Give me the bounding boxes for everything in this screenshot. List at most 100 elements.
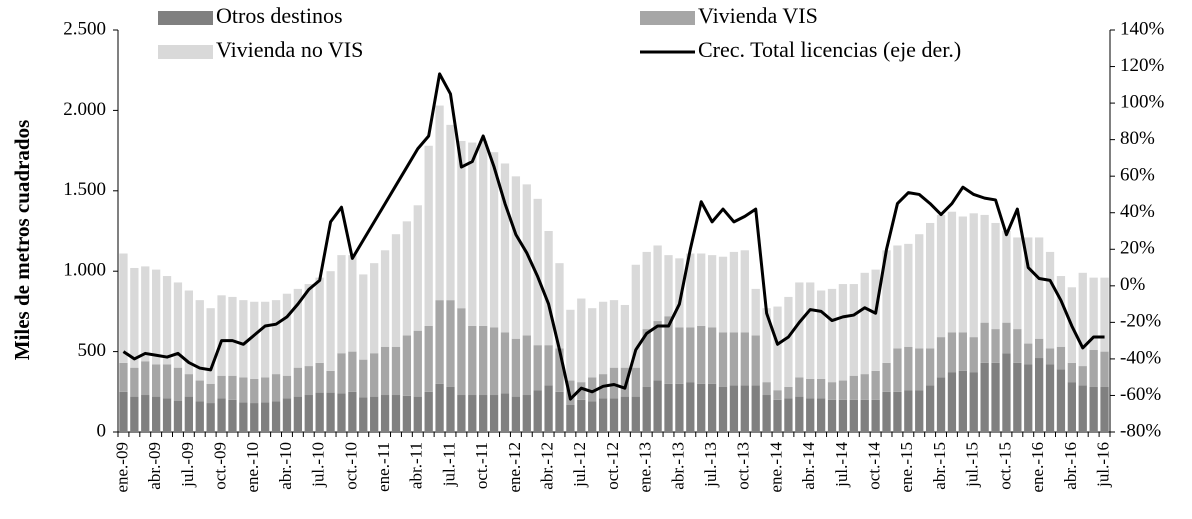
- bar-segment: [228, 375, 237, 400]
- bar-segment: [718, 386, 728, 432]
- bar-segment: [958, 216, 967, 333]
- bar-segment: [424, 145, 433, 326]
- bar-segment: [239, 300, 248, 378]
- bar-segment: [936, 214, 946, 338]
- y2-tick-label: -80%: [1120, 420, 1161, 441]
- legend-label: Crec. Total licencias (eje der.): [698, 37, 961, 62]
- bar-segment: [500, 393, 510, 432]
- bar-segment: [468, 325, 477, 396]
- bar-segment: [1013, 362, 1022, 432]
- x-tick-label: jul.-10: [309, 442, 328, 488]
- bar-segment: [707, 327, 717, 384]
- bar-segment: [806, 378, 815, 399]
- bar-segment: [435, 383, 444, 432]
- bar-segment: [991, 362, 1000, 432]
- line-series: [122, 72, 1105, 401]
- x-tick-label: ene.-12: [505, 442, 524, 493]
- bar-segment: [762, 382, 771, 396]
- bar-segment: [1045, 348, 1055, 365]
- bar-segment: [522, 335, 531, 396]
- bar-segment: [184, 290, 193, 375]
- bar-segment: [653, 321, 662, 381]
- bar-segment: [969, 213, 978, 338]
- x-tick-label: oct.-14: [865, 442, 884, 490]
- bar-segment: [871, 370, 880, 400]
- x-tick-label: abr.-15: [930, 442, 949, 490]
- bar-segment: [806, 282, 815, 379]
- bar-segment: [544, 345, 553, 386]
- bar-segment: [740, 250, 749, 333]
- bar-segment: [664, 255, 673, 317]
- bar-segment: [162, 364, 172, 399]
- bar-segment: [152, 364, 161, 397]
- bar-segment: [904, 390, 913, 432]
- bar-segment: [871, 399, 880, 432]
- bar-segment: [271, 374, 281, 402]
- bar-segment: [784, 386, 793, 399]
- bar-segment: [740, 332, 749, 386]
- bar-segment: [664, 316, 673, 384]
- bar-segment: [184, 374, 193, 397]
- y2-tick-label: 0%: [1120, 274, 1146, 295]
- bar-segment: [1024, 364, 1033, 432]
- bar-segment: [402, 335, 412, 396]
- bar-segment: [1067, 382, 1076, 432]
- bar-segment: [936, 377, 946, 432]
- y2-tick-label: 20%: [1120, 238, 1155, 259]
- bar-segment: [522, 395, 531, 432]
- bar-segment: [348, 391, 357, 432]
- bar-segment: [838, 380, 848, 400]
- x-tick-label: jul.-15: [963, 442, 982, 488]
- bar-segment: [588, 308, 597, 378]
- bar-segment: [555, 263, 564, 349]
- bar-segment: [762, 395, 771, 432]
- bar-segment: [1089, 386, 1098, 432]
- bar-segment: [315, 362, 324, 393]
- bar-segment: [479, 140, 488, 326]
- bar-segment: [152, 396, 161, 432]
- bar-segment: [271, 401, 281, 432]
- bar-segment: [413, 330, 422, 397]
- x-tick-label: jul.-11: [439, 442, 458, 487]
- bar-segment: [860, 272, 869, 375]
- bar-segment: [827, 382, 837, 400]
- x-tick-label: ene.-10: [243, 442, 262, 493]
- bar-segment: [293, 396, 303, 432]
- bar-segment: [489, 327, 499, 396]
- bar-segment: [1089, 349, 1098, 387]
- bar-segment: [533, 390, 542, 432]
- bar-segment: [206, 403, 215, 432]
- bar-segment: [620, 396, 630, 432]
- y2-tick-label: -40%: [1120, 347, 1161, 368]
- x-tick-label: ene.-15: [897, 442, 916, 493]
- bar-segment: [239, 402, 248, 432]
- bar-segment: [893, 391, 902, 432]
- bar-segment: [370, 396, 379, 432]
- bar-segment: [980, 362, 989, 432]
- bar-segment: [370, 353, 379, 397]
- bar-segment: [686, 382, 695, 432]
- y-tick-label: 1.500: [63, 179, 106, 200]
- bar-segment: [729, 385, 739, 432]
- bar-segment: [925, 222, 935, 349]
- bar-segment: [925, 348, 935, 386]
- bar-segment: [228, 399, 237, 432]
- x-tick-label: abr.-10: [276, 442, 295, 490]
- x-tick-label: oct.-11: [472, 442, 491, 489]
- x-tick-label: oct.-15: [995, 442, 1014, 490]
- bar-segment: [773, 399, 782, 432]
- bar-segment: [195, 380, 204, 402]
- bar-segment: [271, 300, 281, 375]
- bar-segment: [162, 276, 172, 365]
- bar-segment: [904, 346, 913, 391]
- bar-segment: [882, 362, 891, 392]
- bar-segment: [958, 332, 967, 371]
- x-tick-label: abr.-16: [1061, 442, 1080, 490]
- bar-segment: [141, 395, 150, 432]
- bar-segment: [261, 301, 270, 378]
- x-tick-label: oct.-12: [603, 442, 622, 490]
- bar-segment: [326, 392, 335, 432]
- bar-segment: [893, 348, 902, 392]
- bar-segment: [751, 385, 760, 432]
